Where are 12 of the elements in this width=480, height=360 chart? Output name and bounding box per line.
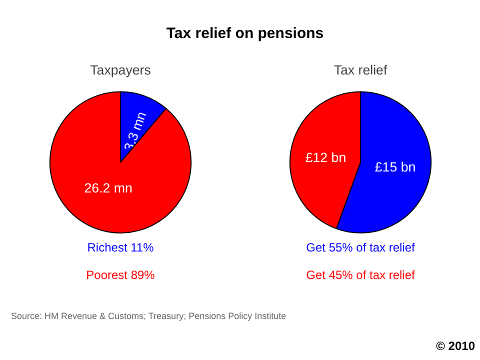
data-label: £12 bn <box>305 150 346 166</box>
text: Get 45% of tax relief <box>306 268 416 282</box>
data-label: 26.2 mn <box>84 180 132 196</box>
source-note: Source: HM Revenue & Customs; Treasury; Pensions Policy Institute <box>11 310 286 323</box>
text: Tax relief on pensions <box>166 24 324 44</box>
text: Get 55% of tax relief <box>306 240 416 255</box>
chart-title: Taxpayers <box>90 62 152 78</box>
text: Richest 11% <box>87 240 154 255</box>
data-label: £15 bn <box>374 160 416 175</box>
text: Poorest 89% <box>86 268 156 282</box>
text: © 2010 <box>436 338 475 355</box>
chart-title: Tax relief <box>334 62 388 78</box>
